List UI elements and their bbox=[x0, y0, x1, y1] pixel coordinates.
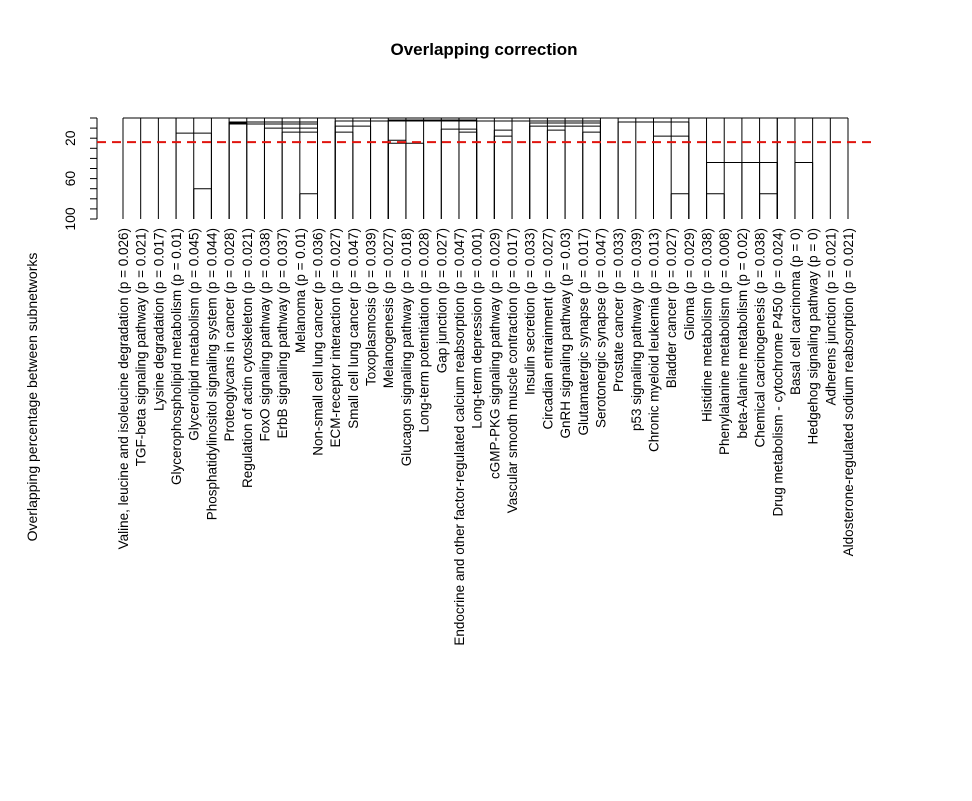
leaf-label: ECM-receptor interaction (p = 0.027) bbox=[328, 228, 343, 447]
leaf-label: Gap junction (p = 0.027) bbox=[434, 228, 449, 373]
leaf-label: Regulation of actin cytoskeleton (p = 0.… bbox=[240, 228, 255, 488]
leaf-label: Proteoglycans in cancer (p = 0.028) bbox=[222, 228, 237, 442]
leaf-label: Glucagon signaling pathway (p = 0.018) bbox=[399, 228, 414, 466]
chart-title: Overlapping correction bbox=[390, 40, 577, 59]
leaf-label: Insulin secretion (p = 0.033) bbox=[523, 228, 538, 395]
leaf-label: Melanoma (p = 0.01) bbox=[293, 228, 308, 353]
leaf-label: Histidine metabolism (p = 0.038) bbox=[700, 228, 715, 422]
leaf-label: Circadian entrainment (p = 0.027) bbox=[540, 228, 555, 430]
leaf-label: Prostate cancer (p = 0.033) bbox=[611, 228, 626, 392]
leaf-label: Small cell lung cancer (p = 0.047) bbox=[346, 228, 361, 429]
leaf-label: Vascular smooth muscle contraction (p = … bbox=[505, 228, 520, 513]
leaf-label: Drug metabolism - cytochrome P450 (p = 0… bbox=[770, 228, 785, 517]
leaf-label: Lysine degradation (p = 0.017) bbox=[151, 228, 166, 411]
leaf-label: GnRH signaling pathway (p = 0.03) bbox=[558, 228, 573, 439]
leaf-label: Glycerolipid metabolism (p = 0.045) bbox=[187, 228, 202, 441]
y-tick-label: 20 bbox=[62, 130, 78, 146]
leaf-label: beta-Alanine metabolism (p = 0.02) bbox=[735, 228, 750, 439]
leaf-label: Melanogenesis (p = 0.027) bbox=[381, 228, 396, 388]
leaf-label: Adherens junction (p = 0.021) bbox=[823, 228, 838, 406]
leaf-label: Hedgehog signaling pathway (p = 0) bbox=[806, 228, 821, 445]
leaf-labels: Valine, leucine and isoleucine degradati… bbox=[116, 228, 856, 646]
leaf-label: Glutamatergic synapse (p = 0.017) bbox=[576, 228, 591, 435]
leaf-label: cGMP-PKG signaling pathway (p = 0.029) bbox=[487, 228, 502, 479]
y-tick-label: 100 bbox=[62, 207, 78, 231]
leaf-label: Long-term depression (p = 0.001) bbox=[470, 228, 485, 429]
leaf-label: Non-small cell lung cancer (p = 0.036) bbox=[311, 228, 326, 456]
leaf-label: Aldosterone-regulated sodium reabsorptio… bbox=[841, 228, 856, 556]
leaf-label: Glycerophospholipid metabolism (p = 0.01… bbox=[169, 228, 184, 485]
leaf-label: ErbB signaling pathway (p = 0.037) bbox=[275, 228, 290, 439]
leaf-label: Phosphatidylinositol signaling system (p… bbox=[204, 228, 219, 520]
y-axis-label: Overlapping percentage between subnetwor… bbox=[24, 253, 40, 542]
leaf-label: Glioma (p = 0.029) bbox=[682, 228, 697, 340]
leaf-label: TGF-beta signaling pathway (p = 0.021) bbox=[134, 228, 149, 466]
leaf-label: Long-term potentiation (p = 0.028) bbox=[417, 228, 432, 433]
leaf-label: p53 signaling pathway (p = 0.039) bbox=[629, 228, 644, 431]
leaf-label: Valine, leucine and isoleucine degradati… bbox=[116, 228, 131, 549]
leaf-label: Phenylalanine metabolism (p = 0.008) bbox=[717, 228, 732, 455]
leaf-label: Chronic myeloid leukemia (p = 0.013) bbox=[646, 228, 661, 452]
leaf-label: Toxoplasmosis (p = 0.039) bbox=[364, 228, 379, 386]
leaf-label: Endocrine and other factor-regulated cal… bbox=[452, 228, 467, 646]
leaf-label: Basal cell carcinoma (p = 0) bbox=[788, 228, 803, 395]
y-axis: 20 60 100 bbox=[62, 117, 98, 231]
leaf-label: Bladder cancer (p = 0.027) bbox=[664, 228, 679, 388]
leaf-label: Serotonergic synapse (p = 0.047) bbox=[593, 228, 608, 428]
y-tick-label: 60 bbox=[62, 171, 78, 187]
leaf-label: FoxO signaling pathway (p = 0.038) bbox=[257, 228, 272, 442]
dendrogram-tree bbox=[122, 117, 849, 219]
leaf-label: Chemical carcinogenesis (p = 0.038) bbox=[753, 228, 768, 448]
